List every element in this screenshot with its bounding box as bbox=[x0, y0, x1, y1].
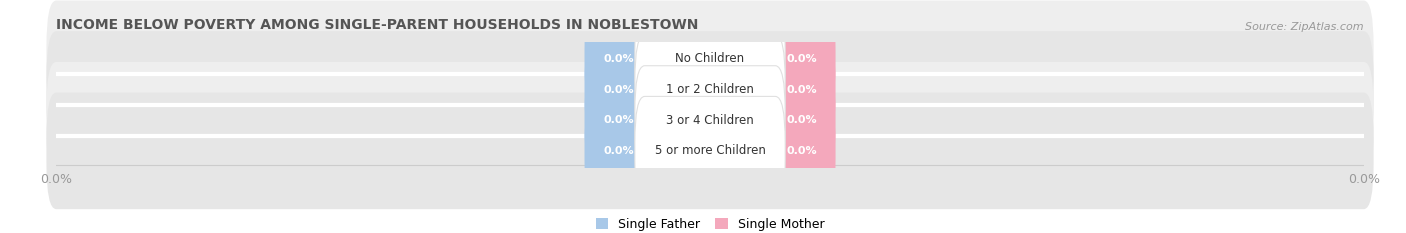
FancyBboxPatch shape bbox=[46, 31, 1374, 148]
Text: 0.0%: 0.0% bbox=[603, 115, 634, 125]
Legend: Single Father, Single Mother: Single Father, Single Mother bbox=[596, 218, 824, 231]
FancyBboxPatch shape bbox=[768, 44, 835, 135]
FancyBboxPatch shape bbox=[46, 0, 1374, 117]
Text: 5 or more Children: 5 or more Children bbox=[655, 144, 765, 157]
Text: No Children: No Children bbox=[675, 52, 745, 65]
FancyBboxPatch shape bbox=[636, 35, 785, 144]
FancyBboxPatch shape bbox=[768, 14, 835, 104]
FancyBboxPatch shape bbox=[636, 66, 785, 175]
Text: 0.0%: 0.0% bbox=[603, 146, 634, 156]
FancyBboxPatch shape bbox=[636, 4, 785, 113]
Text: 3 or 4 Children: 3 or 4 Children bbox=[666, 114, 754, 127]
FancyBboxPatch shape bbox=[585, 14, 652, 104]
Text: 0.0%: 0.0% bbox=[603, 85, 634, 95]
FancyBboxPatch shape bbox=[585, 75, 652, 165]
FancyBboxPatch shape bbox=[768, 75, 835, 165]
Text: INCOME BELOW POVERTY AMONG SINGLE-PARENT HOUSEHOLDS IN NOBLESTOWN: INCOME BELOW POVERTY AMONG SINGLE-PARENT… bbox=[56, 18, 699, 32]
Text: 0.0%: 0.0% bbox=[786, 146, 817, 156]
Text: Source: ZipAtlas.com: Source: ZipAtlas.com bbox=[1246, 22, 1364, 32]
FancyBboxPatch shape bbox=[46, 62, 1374, 178]
Text: 0.0%: 0.0% bbox=[786, 85, 817, 95]
FancyBboxPatch shape bbox=[585, 106, 652, 196]
Text: 0.0%: 0.0% bbox=[786, 54, 817, 64]
Text: 0.0%: 0.0% bbox=[603, 54, 634, 64]
Text: 1 or 2 Children: 1 or 2 Children bbox=[666, 83, 754, 96]
FancyBboxPatch shape bbox=[636, 96, 785, 205]
FancyBboxPatch shape bbox=[46, 93, 1374, 209]
Text: 0.0%: 0.0% bbox=[786, 115, 817, 125]
FancyBboxPatch shape bbox=[585, 44, 652, 135]
FancyBboxPatch shape bbox=[768, 106, 835, 196]
